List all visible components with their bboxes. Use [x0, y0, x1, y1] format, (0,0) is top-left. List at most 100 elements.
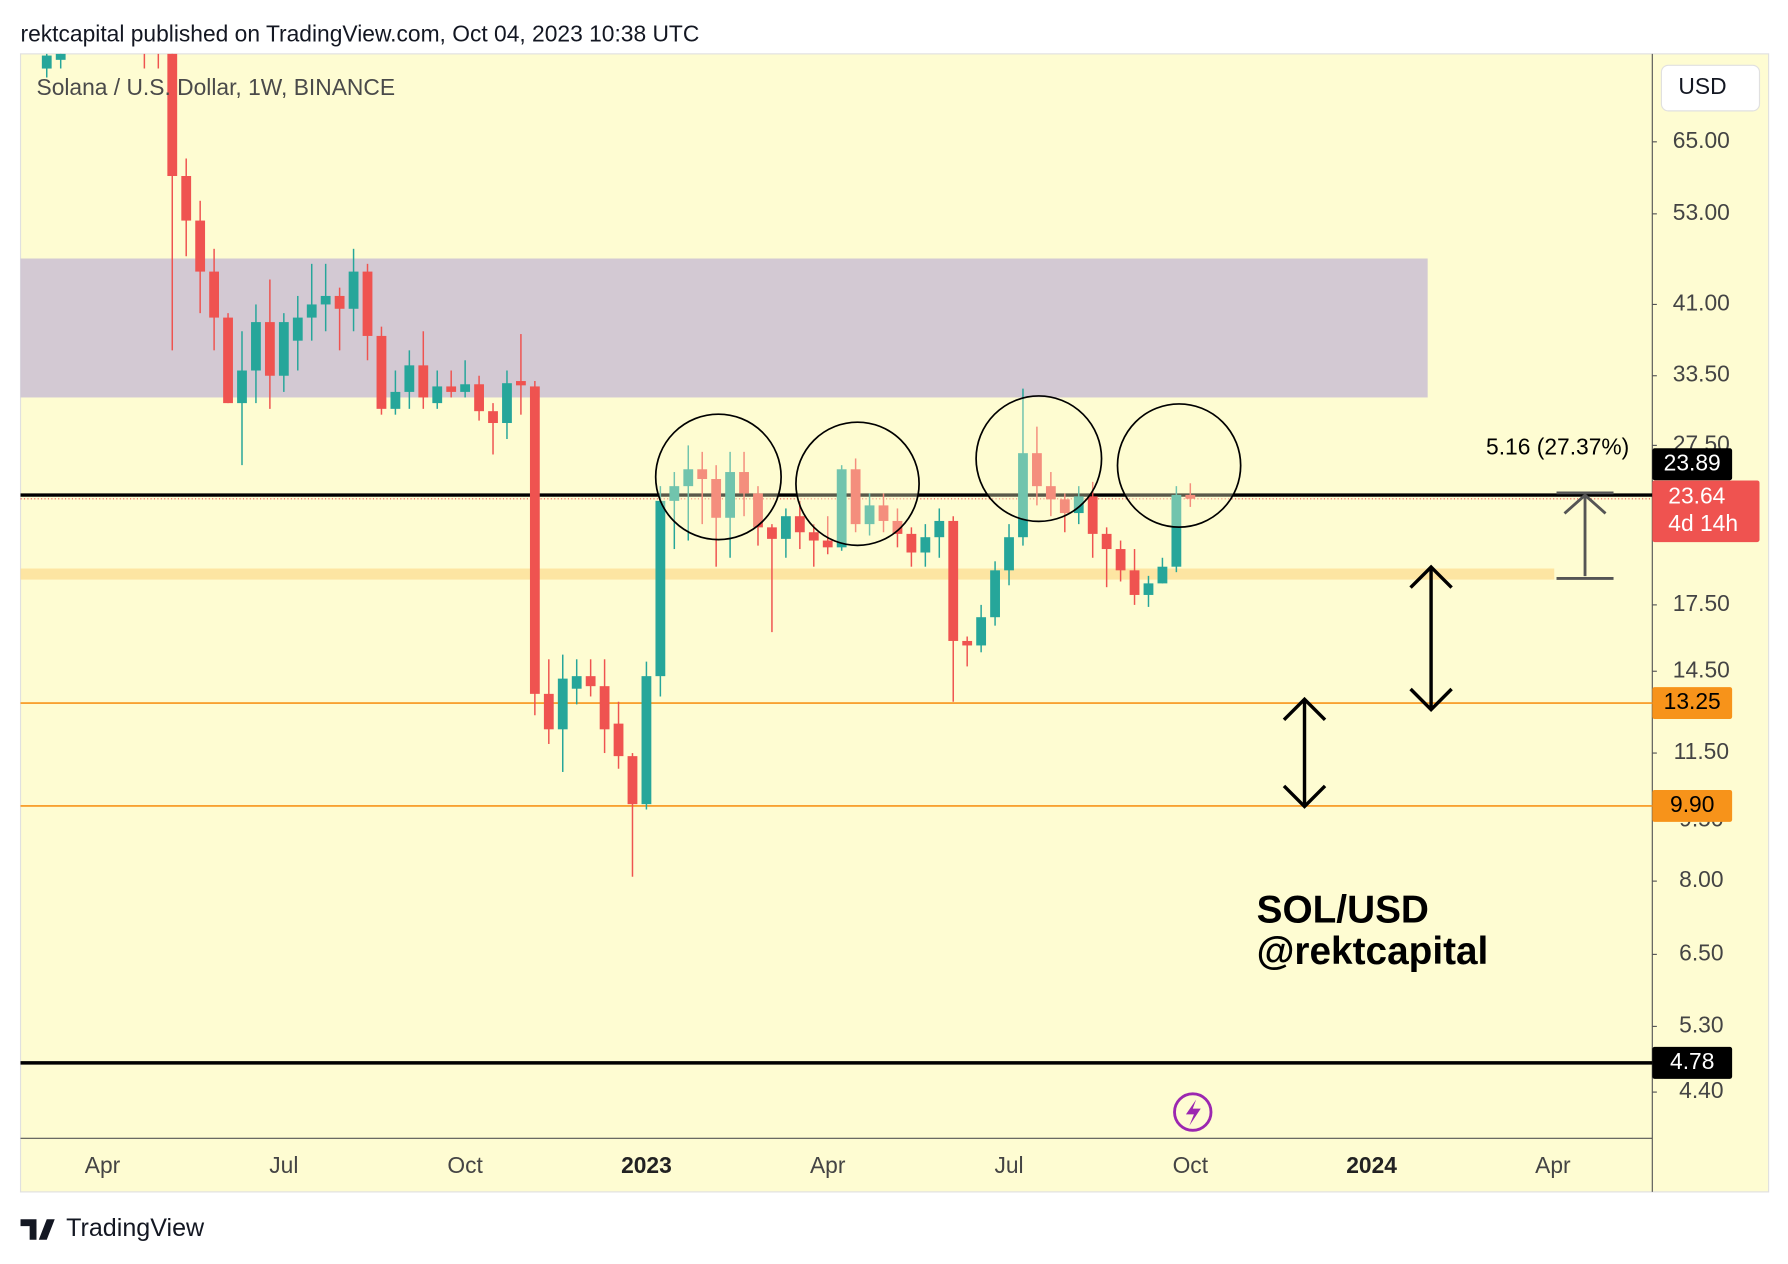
candle-body — [126, 0, 136, 8]
double-arrow — [1282, 696, 1327, 809]
x-tick-label: Apr — [1535, 1152, 1571, 1178]
candle-body — [962, 640, 973, 646]
y-tick-label: 6.50 — [1679, 939, 1723, 965]
currency-label[interactable]: USD — [1678, 73, 1726, 99]
event-icon-bolt — [1185, 1099, 1201, 1126]
candle-body — [237, 370, 247, 404]
candle-body — [488, 411, 498, 424]
price-label: 9.90 — [1670, 791, 1714, 817]
candle-body — [669, 486, 680, 501]
candle-body — [655, 500, 666, 677]
price-label: 23.89 — [1664, 449, 1721, 475]
candle-body — [767, 527, 777, 539]
currency-button[interactable] — [1660, 64, 1761, 112]
candle-body — [711, 479, 722, 518]
y-tick-label: 33.50 — [1673, 361, 1730, 387]
candle-body — [41, 55, 52, 69]
watermark-pair: SOL/USD — [1257, 889, 1429, 932]
y-tick-label: 65.00 — [1673, 127, 1730, 153]
candle-body — [432, 386, 443, 404]
x-tick-label: Jul — [994, 1152, 1023, 1178]
y-tick-label: 41.00 — [1673, 289, 1730, 315]
candle-body — [181, 176, 192, 221]
candle-body — [195, 220, 206, 272]
candle-body — [460, 384, 471, 392]
candle-body — [264, 322, 275, 376]
x-tick-label: Apr — [85, 1152, 121, 1178]
x-tick-label: 2023 — [621, 1152, 672, 1178]
candle-body — [1004, 537, 1014, 571]
measure-arrow — [1556, 491, 1614, 580]
candle-body — [376, 335, 387, 409]
y-tick-label: 14.50 — [1673, 656, 1730, 682]
candles — [41, 0, 1196, 877]
candle-body — [251, 322, 261, 371]
candle-body — [878, 505, 889, 521]
y-tick-label: 17.50 — [1673, 590, 1730, 616]
candle-body — [948, 520, 959, 641]
candle-body — [1171, 494, 1182, 567]
published-line: rektcapital published on TradingView.com… — [21, 21, 700, 47]
candle-body — [306, 304, 317, 318]
candle-body — [1032, 453, 1042, 487]
circle-annotation — [1116, 403, 1242, 528]
candle-body — [808, 532, 819, 541]
candle-body — [613, 723, 624, 757]
y-tick-label: 8.00 — [1679, 866, 1723, 892]
candle-body — [543, 693, 554, 730]
candle-body — [223, 317, 233, 404]
levels — [20, 493, 1653, 1065]
candle-body — [474, 384, 484, 412]
candle-body — [1157, 566, 1168, 584]
candle-body — [822, 540, 833, 548]
candle-body — [1115, 549, 1126, 571]
candle-body — [404, 365, 415, 392]
last-price-label: 23.64 — [1668, 483, 1725, 509]
x-tick-label: Oct — [1173, 1152, 1209, 1178]
footer-brand: TradingView — [66, 1214, 205, 1242]
candle-body — [55, 53, 66, 60]
y-tick-label: 53.00 — [1673, 199, 1730, 225]
x-tick-label: Oct — [447, 1152, 483, 1178]
price-label-box — [1652, 1046, 1733, 1079]
candle-body — [516, 381, 526, 386]
candle-body — [446, 386, 457, 392]
candle-body — [167, 53, 178, 177]
double-arrow — [1409, 564, 1453, 712]
candle-body — [1073, 496, 1084, 514]
last-price-countdown: 4d 14h — [1668, 510, 1738, 536]
candle-body — [697, 469, 708, 480]
candle-body — [641, 676, 652, 805]
candle-body — [753, 493, 763, 528]
candle-body — [990, 570, 1000, 618]
candle-body — [362, 271, 373, 336]
candle-body — [529, 386, 540, 694]
candle-body — [906, 533, 917, 553]
candle-body — [1045, 486, 1056, 500]
candle-body — [976, 617, 987, 646]
candle-body — [920, 537, 931, 553]
y-tick-label: 11.50 — [1674, 738, 1729, 764]
candle-body — [934, 520, 945, 538]
candle-body — [599, 686, 610, 730]
x-tick-label: Jul — [269, 1152, 298, 1178]
price-label-box — [1652, 448, 1733, 481]
price-label: 13.25 — [1664, 688, 1721, 714]
candle-body — [850, 469, 861, 525]
candle-body — [557, 678, 568, 730]
candle-body — [1101, 533, 1112, 550]
candle-body — [320, 295, 331, 305]
candle-body — [725, 472, 736, 518]
y-tick-label: 5.30 — [1679, 1011, 1723, 1037]
candle-body — [571, 676, 582, 689]
y-tick-label: 4.40 — [1679, 1077, 1723, 1103]
candle-body — [739, 472, 749, 494]
candle-body — [334, 295, 345, 309]
x-tick-label: 2024 — [1346, 1152, 1397, 1178]
candle-body — [1129, 570, 1140, 595]
chart-title: Solana / U.S. Dollar, 1W, BINANCE — [36, 74, 395, 100]
price-label-box — [1652, 789, 1733, 822]
candle-body — [892, 520, 903, 534]
candle-body — [278, 322, 289, 376]
